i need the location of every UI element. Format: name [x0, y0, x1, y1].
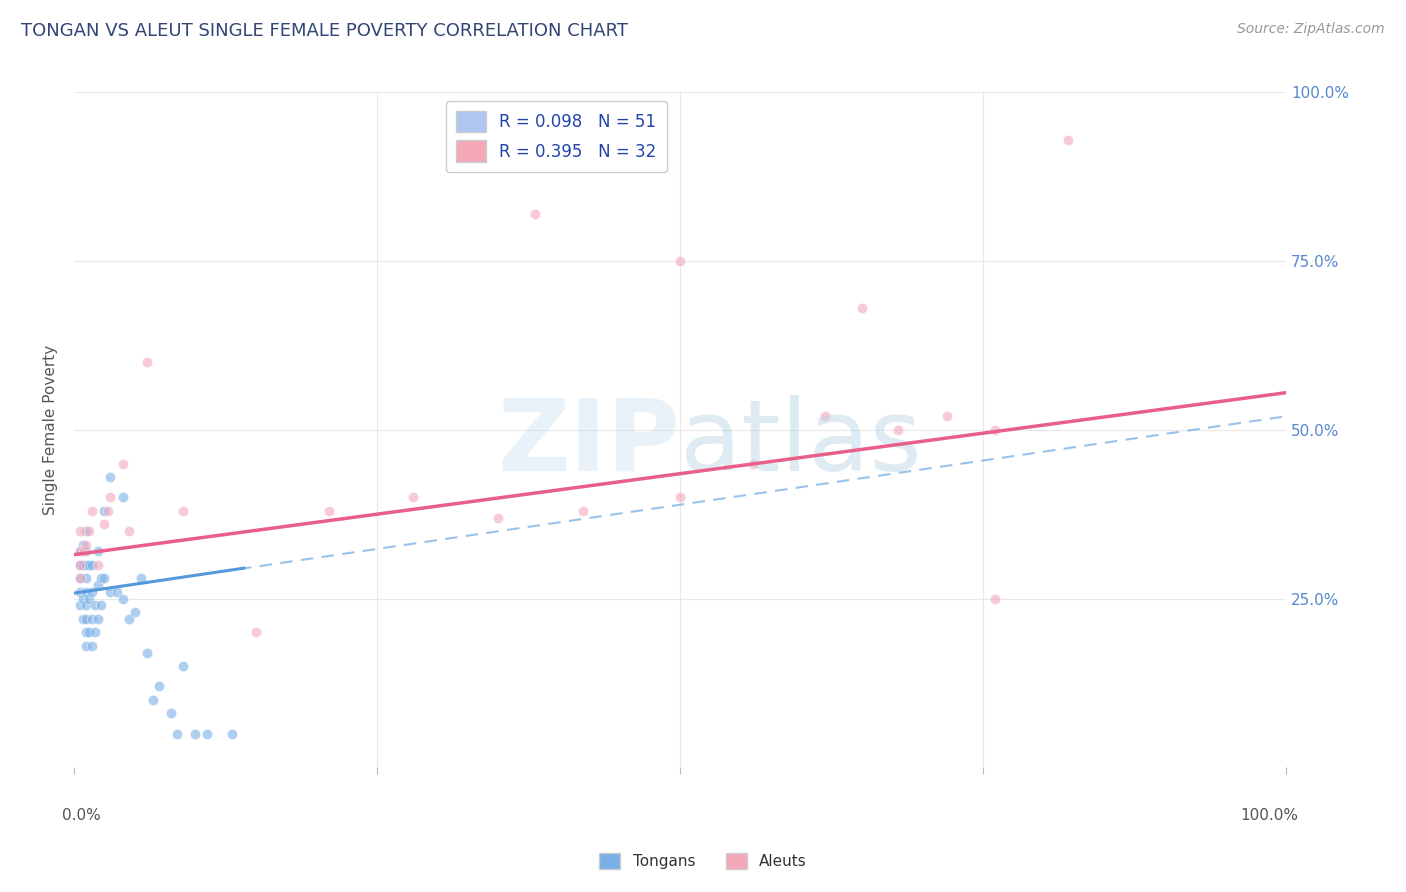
Point — [572, 504, 595, 518]
Point — [82, 558, 104, 572]
Point — [669, 254, 692, 268]
Point — [97, 504, 120, 518]
Point — [72, 558, 94, 572]
Point — [129, 571, 152, 585]
Point — [75, 639, 97, 653]
Point — [111, 491, 134, 505]
Point — [1056, 133, 1078, 147]
Legend: Tongans, Aleuts: Tongans, Aleuts — [593, 847, 813, 875]
Point — [90, 599, 112, 613]
Point — [172, 504, 194, 518]
Point — [221, 726, 243, 740]
Point — [402, 491, 425, 505]
Point — [69, 544, 91, 558]
Point — [82, 584, 104, 599]
Point — [77, 524, 100, 538]
Point — [318, 504, 340, 518]
Point — [142, 693, 165, 707]
Point — [72, 591, 94, 606]
Point — [124, 605, 146, 619]
Point — [93, 517, 115, 532]
Point — [87, 612, 110, 626]
Point — [75, 537, 97, 551]
Point — [197, 726, 219, 740]
Text: atlas: atlas — [681, 395, 922, 491]
Text: 100.0%: 100.0% — [1240, 808, 1298, 822]
Point — [69, 584, 91, 599]
Point — [160, 706, 183, 721]
Point — [741, 457, 763, 471]
Point — [87, 578, 110, 592]
Point — [75, 599, 97, 613]
Point — [69, 524, 91, 538]
Point — [887, 423, 910, 437]
Point — [93, 504, 115, 518]
Point — [75, 625, 97, 640]
Point — [486, 510, 509, 524]
Legend: R = 0.098   N = 51, R = 0.395   N = 32: R = 0.098 N = 51, R = 0.395 N = 32 — [446, 101, 666, 172]
Point — [814, 409, 837, 424]
Text: TONGAN VS ALEUT SINGLE FEMALE POVERTY CORRELATION CHART: TONGAN VS ALEUT SINGLE FEMALE POVERTY CO… — [21, 22, 628, 40]
Point — [77, 625, 100, 640]
Text: Source: ZipAtlas.com: Source: ZipAtlas.com — [1237, 22, 1385, 37]
Point — [166, 726, 188, 740]
Point — [245, 625, 267, 640]
Point — [82, 639, 104, 653]
Point — [111, 457, 134, 471]
Point — [75, 544, 97, 558]
Y-axis label: Single Female Poverty: Single Female Poverty — [44, 344, 58, 515]
Point — [984, 591, 1007, 606]
Point — [135, 355, 157, 369]
Point — [100, 491, 122, 505]
Point — [77, 558, 100, 572]
Point — [83, 625, 105, 640]
Point — [111, 591, 134, 606]
Point — [100, 470, 122, 484]
Point — [75, 612, 97, 626]
Point — [75, 584, 97, 599]
Point — [105, 584, 128, 599]
Point — [523, 207, 546, 221]
Point — [90, 571, 112, 585]
Point — [82, 612, 104, 626]
Point — [148, 679, 170, 693]
Point — [87, 558, 110, 572]
Point — [69, 571, 91, 585]
Point — [669, 491, 692, 505]
Point — [184, 726, 207, 740]
Point — [69, 599, 91, 613]
Point — [117, 524, 139, 538]
Point — [73, 544, 96, 558]
Point — [83, 599, 105, 613]
Point — [75, 558, 97, 572]
Point — [935, 409, 957, 424]
Point — [135, 646, 157, 660]
Point — [69, 571, 91, 585]
Point — [117, 612, 139, 626]
Point — [69, 558, 91, 572]
Text: ZIP: ZIP — [498, 395, 681, 491]
Point — [75, 571, 97, 585]
Text: 0.0%: 0.0% — [62, 808, 101, 822]
Point — [87, 544, 110, 558]
Point — [77, 591, 100, 606]
Point — [172, 659, 194, 673]
Point — [82, 504, 104, 518]
Point — [72, 537, 94, 551]
Point — [100, 584, 122, 599]
Point — [851, 301, 873, 316]
Point — [69, 558, 91, 572]
Point — [69, 544, 91, 558]
Point — [984, 423, 1007, 437]
Point — [75, 524, 97, 538]
Point — [72, 612, 94, 626]
Point — [93, 571, 115, 585]
